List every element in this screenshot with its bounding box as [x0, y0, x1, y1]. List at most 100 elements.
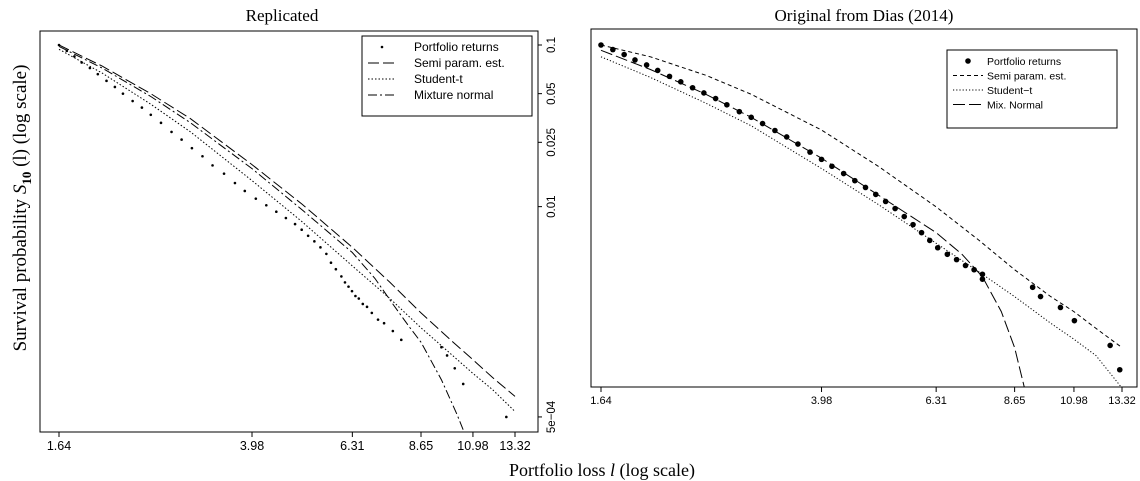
- data-point: [180, 138, 183, 141]
- data-point: [284, 216, 288, 220]
- panel-title: Replicated: [246, 6, 319, 25]
- y-tick-label: 0.01: [546, 195, 558, 217]
- series-layer: [57, 43, 516, 432]
- x-label-var: l: [610, 460, 615, 480]
- series-line-mix-normal: [600, 49, 1025, 387]
- legend-label: Student−t: [987, 85, 1032, 97]
- series-layer: [598, 42, 1123, 387]
- data-point: [357, 297, 361, 300]
- x-axis: 1.64 3.98 6.31 8.65 10.98 13.32: [590, 387, 1136, 407]
- data-point: [293, 222, 297, 226]
- data-point: [211, 164, 214, 167]
- plot-frame: [590, 28, 1138, 388]
- data-point: [254, 197, 258, 200]
- data-point: [953, 256, 960, 263]
- data-point: [350, 289, 354, 293]
- x-tick-label: 6.31: [925, 395, 946, 407]
- legend-marker: [965, 58, 971, 64]
- data-point: [979, 276, 986, 282]
- data-point: [159, 121, 163, 125]
- data-point: [370, 311, 374, 315]
- data-point: [222, 172, 226, 175]
- data-point: [343, 281, 347, 284]
- legend-label: Mixture normal: [414, 88, 493, 102]
- y-label-sub: 10: [19, 172, 34, 185]
- data-point: [712, 95, 719, 102]
- x-tick-label: 10.98: [457, 439, 488, 453]
- data-point: [453, 366, 457, 370]
- data-point: [1037, 293, 1044, 300]
- data-point: [840, 170, 847, 177]
- legend-label: Semi param. est.: [414, 56, 505, 70]
- data-point: [962, 262, 969, 269]
- legend-box: [361, 35, 533, 117]
- data-point: [73, 55, 76, 58]
- y-tick-label: 0.025: [546, 128, 558, 157]
- legend-label: Portfolio returns: [987, 56, 1061, 68]
- data-point: [233, 181, 237, 185]
- legend-marker: [380, 45, 384, 49]
- data-point: [1071, 317, 1078, 324]
- data-point: [610, 46, 616, 53]
- series-line-student-t: [600, 56, 1122, 387]
- data-point: [329, 261, 333, 264]
- y-tick-label: 0.1: [546, 37, 558, 53]
- data-point: [882, 198, 889, 205]
- y-tick-label: 0.05: [546, 82, 558, 104]
- data-point: [852, 177, 858, 184]
- data-point: [783, 134, 790, 140]
- x-tick-label: 13.32: [1108, 395, 1136, 407]
- y-label-suffix: (l) (log scale): [10, 65, 31, 172]
- data-point: [334, 267, 338, 271]
- x-tick-label: 6.31: [340, 439, 364, 453]
- data-point: [505, 415, 508, 419]
- data-point: [325, 252, 328, 256]
- series-line-mixture-normal: [58, 45, 465, 432]
- x-tick-label: 10.98: [1060, 395, 1088, 407]
- x-tick-label: 3.98: [811, 395, 832, 407]
- legend-label: Semi param. est.: [987, 71, 1066, 83]
- x-tick-label: 8.65: [409, 439, 433, 453]
- legend-label: Portfolio returns: [414, 40, 499, 54]
- data-point: [621, 51, 627, 58]
- shared-x-axis-label: Portfolio loss l (log scale): [509, 460, 695, 481]
- x-label-prefix: Portfolio loss: [509, 460, 610, 480]
- data-point: [632, 57, 638, 63]
- data-point: [243, 189, 247, 193]
- data-point: [892, 205, 898, 212]
- data-point: [105, 79, 108, 83]
- data-point: [361, 302, 365, 306]
- data-point: [140, 106, 144, 109]
- data-point: [340, 275, 343, 278]
- y-tick-label: 5e−04: [546, 400, 558, 433]
- data-point: [113, 85, 117, 89]
- data-point: [265, 203, 268, 207]
- data-point: [901, 213, 908, 220]
- panel-original: Original from Dias (2014) 1.64 3.98 6.31 8.…: [590, 6, 1138, 407]
- data-point: [910, 221, 916, 228]
- legend-label: Student-t: [414, 72, 463, 86]
- data-point: [944, 251, 951, 258]
- data-point: [1057, 304, 1064, 311]
- panel-title: Original from Dias (2014): [775, 6, 954, 25]
- y-label-prefix: Survival probability: [10, 194, 31, 351]
- data-point: [354, 294, 357, 298]
- data-point: [926, 237, 933, 244]
- data-point: [1029, 284, 1036, 291]
- data-point: [382, 321, 386, 325]
- data-point: [1107, 342, 1113, 349]
- data-point: [300, 228, 303, 232]
- x-tick-label: 13.32: [499, 439, 530, 453]
- x-tick-label: 8.65: [1004, 395, 1025, 407]
- data-point: [121, 92, 125, 95]
- data-point: [461, 382, 465, 386]
- data-point: [190, 146, 194, 150]
- shared-y-axis-label: Survival probability S10 (l) (log scale): [10, 65, 34, 352]
- legend: Portfolio returns Semi param. est. Student…: [946, 49, 1118, 129]
- data-point: [391, 329, 395, 333]
- data-point: [149, 113, 153, 117]
- data-point: [306, 234, 310, 238]
- data-point: [1116, 366, 1123, 373]
- data-point: [829, 163, 835, 170]
